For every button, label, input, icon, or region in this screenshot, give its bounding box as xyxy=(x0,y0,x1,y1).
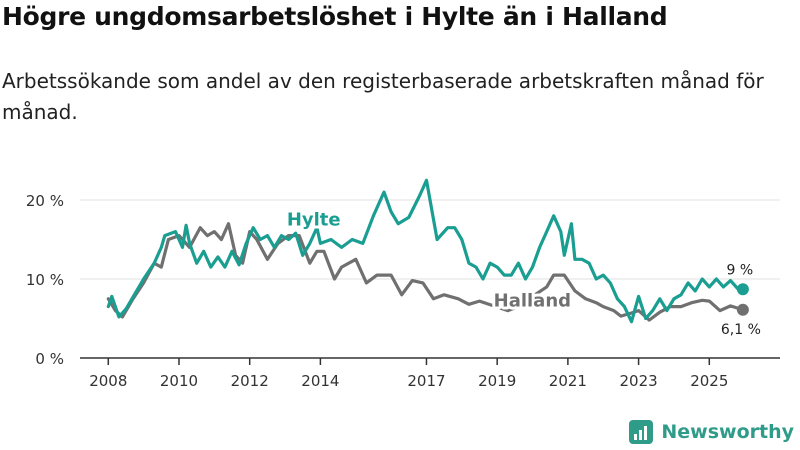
series-label-hylte-halo: Hylte xyxy=(287,209,341,230)
end-point-halland xyxy=(736,303,749,316)
x-tick-label: 2017 xyxy=(407,372,445,390)
x-tick-label: 2012 xyxy=(231,372,269,390)
series-label-halland: Halland xyxy=(494,291,571,312)
x-tick-label: 2025 xyxy=(690,372,728,390)
y-tick-label: 0 % xyxy=(35,350,64,368)
series-line-hylte xyxy=(106,178,745,324)
x-tick-label: 2008 xyxy=(89,372,127,390)
x-tick-label: 2021 xyxy=(549,372,587,390)
x-tick-label: 2019 xyxy=(478,372,516,390)
end-label-halland: 6,1 % xyxy=(721,322,761,338)
series-lines xyxy=(106,178,749,324)
end-label-hylte: 9 % xyxy=(727,262,754,278)
x-tick-label: 2023 xyxy=(619,372,657,390)
series-label-hylte: Hylte xyxy=(287,209,341,230)
y-tick-label: 10 % xyxy=(26,271,64,289)
series-label-halland-halo: Halland xyxy=(494,291,571,312)
axes: 0 % 10 % 20 % 2008 2010 2012 2014 2017 2019 2021 2… xyxy=(26,192,780,390)
chart-title: Högre ungdomsarbetslöshet i Hylte än i H… xyxy=(2,2,668,31)
series-line-halland xyxy=(106,222,745,322)
x-tick-label: 2014 xyxy=(301,372,339,390)
y-tick-label: 20 % xyxy=(26,192,64,210)
bar-chart-icon xyxy=(629,420,654,444)
newsworthy-logo: Newsworthy xyxy=(629,420,794,444)
chart-subtitle: Arbetssökande som andel av den registerb… xyxy=(2,69,764,124)
brand-name: Newsworthy xyxy=(661,421,794,443)
end-point-hylte xyxy=(736,283,749,296)
x-tick-label: 2010 xyxy=(160,372,198,390)
